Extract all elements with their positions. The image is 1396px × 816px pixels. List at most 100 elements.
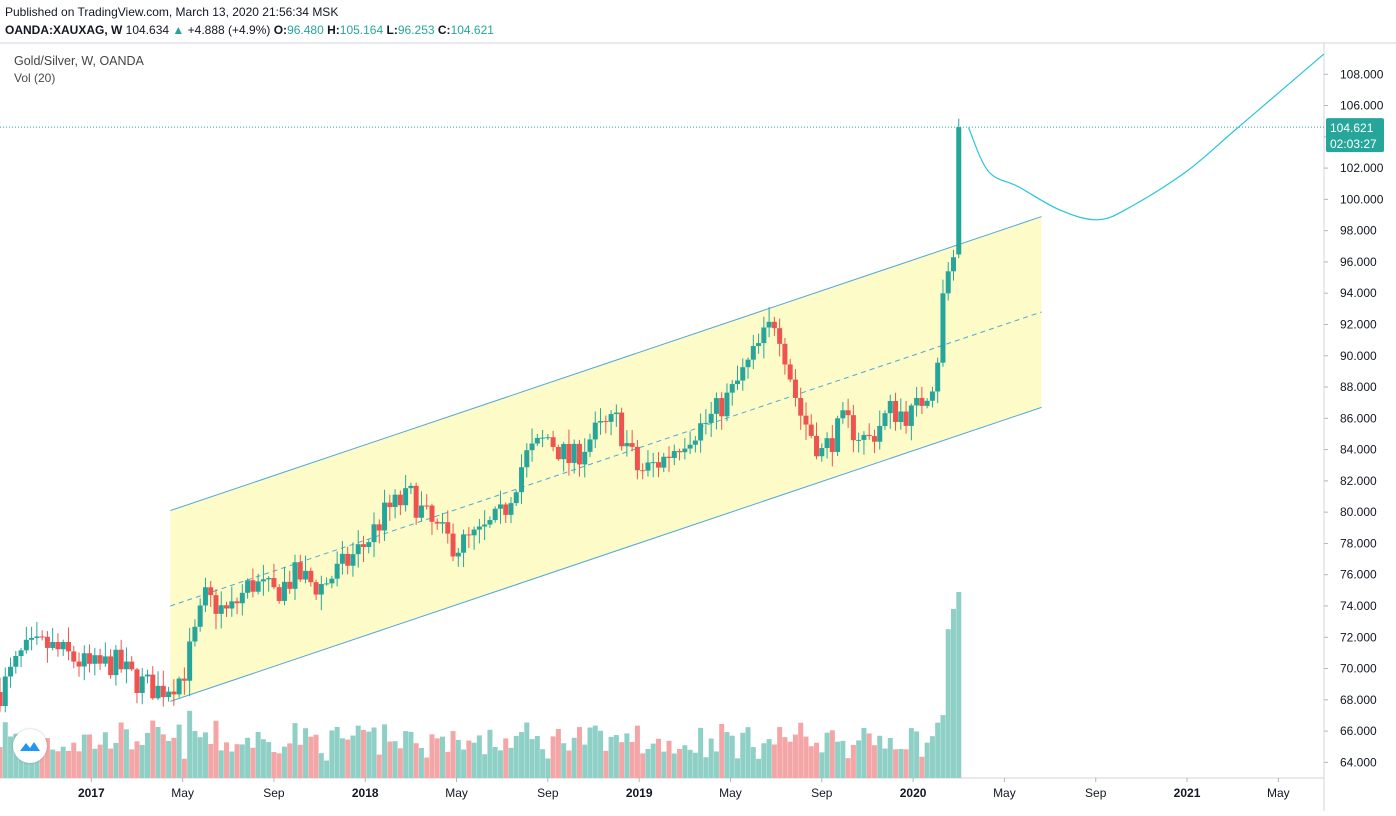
published-line: Published on TradingView.com, March 13, … xyxy=(5,5,339,19)
candle xyxy=(245,578,251,599)
candle xyxy=(550,430,556,452)
price-tick-label: 94.000 xyxy=(1340,286,1377,300)
candle-body xyxy=(150,674,156,699)
volume-bar xyxy=(540,749,546,778)
tradingview-logo-icon[interactable] xyxy=(13,729,47,763)
candle xyxy=(619,407,625,451)
candle xyxy=(819,443,825,462)
volume-bar xyxy=(208,743,214,778)
candle-body xyxy=(724,392,730,417)
candle-body xyxy=(829,438,835,452)
candle-body xyxy=(645,462,651,471)
volume-bar xyxy=(856,740,862,778)
candle xyxy=(929,386,935,408)
candle-body xyxy=(777,328,783,344)
candle-body xyxy=(387,502,393,508)
candle xyxy=(629,430,635,452)
candle xyxy=(2,667,8,713)
volume-bar xyxy=(508,747,514,778)
candle-body xyxy=(160,685,166,698)
volume-bar xyxy=(582,744,588,778)
candle xyxy=(624,430,630,457)
candle-body xyxy=(866,434,872,437)
price-tick-label: 74.000 xyxy=(1340,599,1377,613)
candle-body xyxy=(808,424,814,436)
candle-body xyxy=(97,655,103,664)
volume-bar xyxy=(108,748,114,778)
time-tick-label: 2017 xyxy=(78,786,105,800)
volume-bar xyxy=(850,744,856,778)
volume-bar xyxy=(260,739,266,778)
candle xyxy=(134,667,140,704)
candle-body xyxy=(60,641,66,650)
volume-bar xyxy=(145,732,151,778)
candle xyxy=(360,535,366,563)
volume-bar xyxy=(318,753,324,778)
volume-bar xyxy=(287,743,293,778)
candle-body xyxy=(613,412,619,415)
candle xyxy=(561,441,567,472)
candle-body xyxy=(229,601,235,609)
candle xyxy=(666,446,672,472)
candle-body xyxy=(113,649,119,676)
candle xyxy=(824,432,830,459)
volume-bar xyxy=(339,738,345,778)
candle xyxy=(898,398,904,430)
candle xyxy=(893,392,899,431)
volume-bar xyxy=(160,734,166,778)
candle xyxy=(513,490,519,506)
candle xyxy=(339,541,345,575)
volume-bar xyxy=(908,728,914,778)
open-label: O: xyxy=(273,23,288,37)
candle xyxy=(466,527,472,549)
time-tick-label: May xyxy=(445,786,468,800)
volume-bar xyxy=(587,727,593,778)
candle xyxy=(487,516,493,528)
candle-body xyxy=(566,444,572,463)
price-tick-label: 92.000 xyxy=(1340,317,1377,331)
volume-bar xyxy=(218,750,224,778)
candle-body xyxy=(719,398,725,417)
candle-body xyxy=(382,502,388,531)
candle-body xyxy=(908,405,914,426)
candle-body xyxy=(434,521,440,524)
candle xyxy=(29,626,35,651)
candle xyxy=(0,677,3,712)
candle-body xyxy=(856,439,862,441)
price-tick-label: 100.000 xyxy=(1340,192,1384,206)
candle-body xyxy=(271,578,277,588)
volume-bar xyxy=(224,742,230,778)
candle-body xyxy=(139,676,145,693)
volume-legend[interactable]: Vol (20) xyxy=(14,71,56,85)
high-label: H: xyxy=(327,23,340,37)
series-legend[interactable]: Gold/Silver, W, OANDA xyxy=(14,54,144,68)
candle xyxy=(945,262,951,301)
volume-bar xyxy=(245,737,251,778)
candle xyxy=(387,494,393,521)
volume-bar xyxy=(777,727,783,778)
channel-upper-line xyxy=(170,216,1042,512)
candle-body xyxy=(29,637,35,640)
candle xyxy=(713,392,719,430)
volume-bar xyxy=(434,738,440,778)
volume-bar xyxy=(118,722,124,778)
volume-bar xyxy=(929,736,935,778)
volume-bar xyxy=(497,750,503,778)
candle-body xyxy=(266,578,272,580)
candle xyxy=(355,530,361,568)
candle xyxy=(202,577,208,612)
time-tick-label: 2019 xyxy=(626,786,653,800)
price-tick-label: 108.000 xyxy=(1340,67,1384,81)
candle xyxy=(529,428,535,462)
candle xyxy=(740,358,746,391)
candle xyxy=(835,415,841,457)
volume-bar xyxy=(303,728,309,778)
candle-body xyxy=(735,380,741,385)
volume-bar xyxy=(181,758,187,778)
candle-body xyxy=(65,641,71,652)
volume-bar xyxy=(429,734,435,778)
volume-bar xyxy=(698,727,704,778)
candle-body xyxy=(297,562,303,580)
